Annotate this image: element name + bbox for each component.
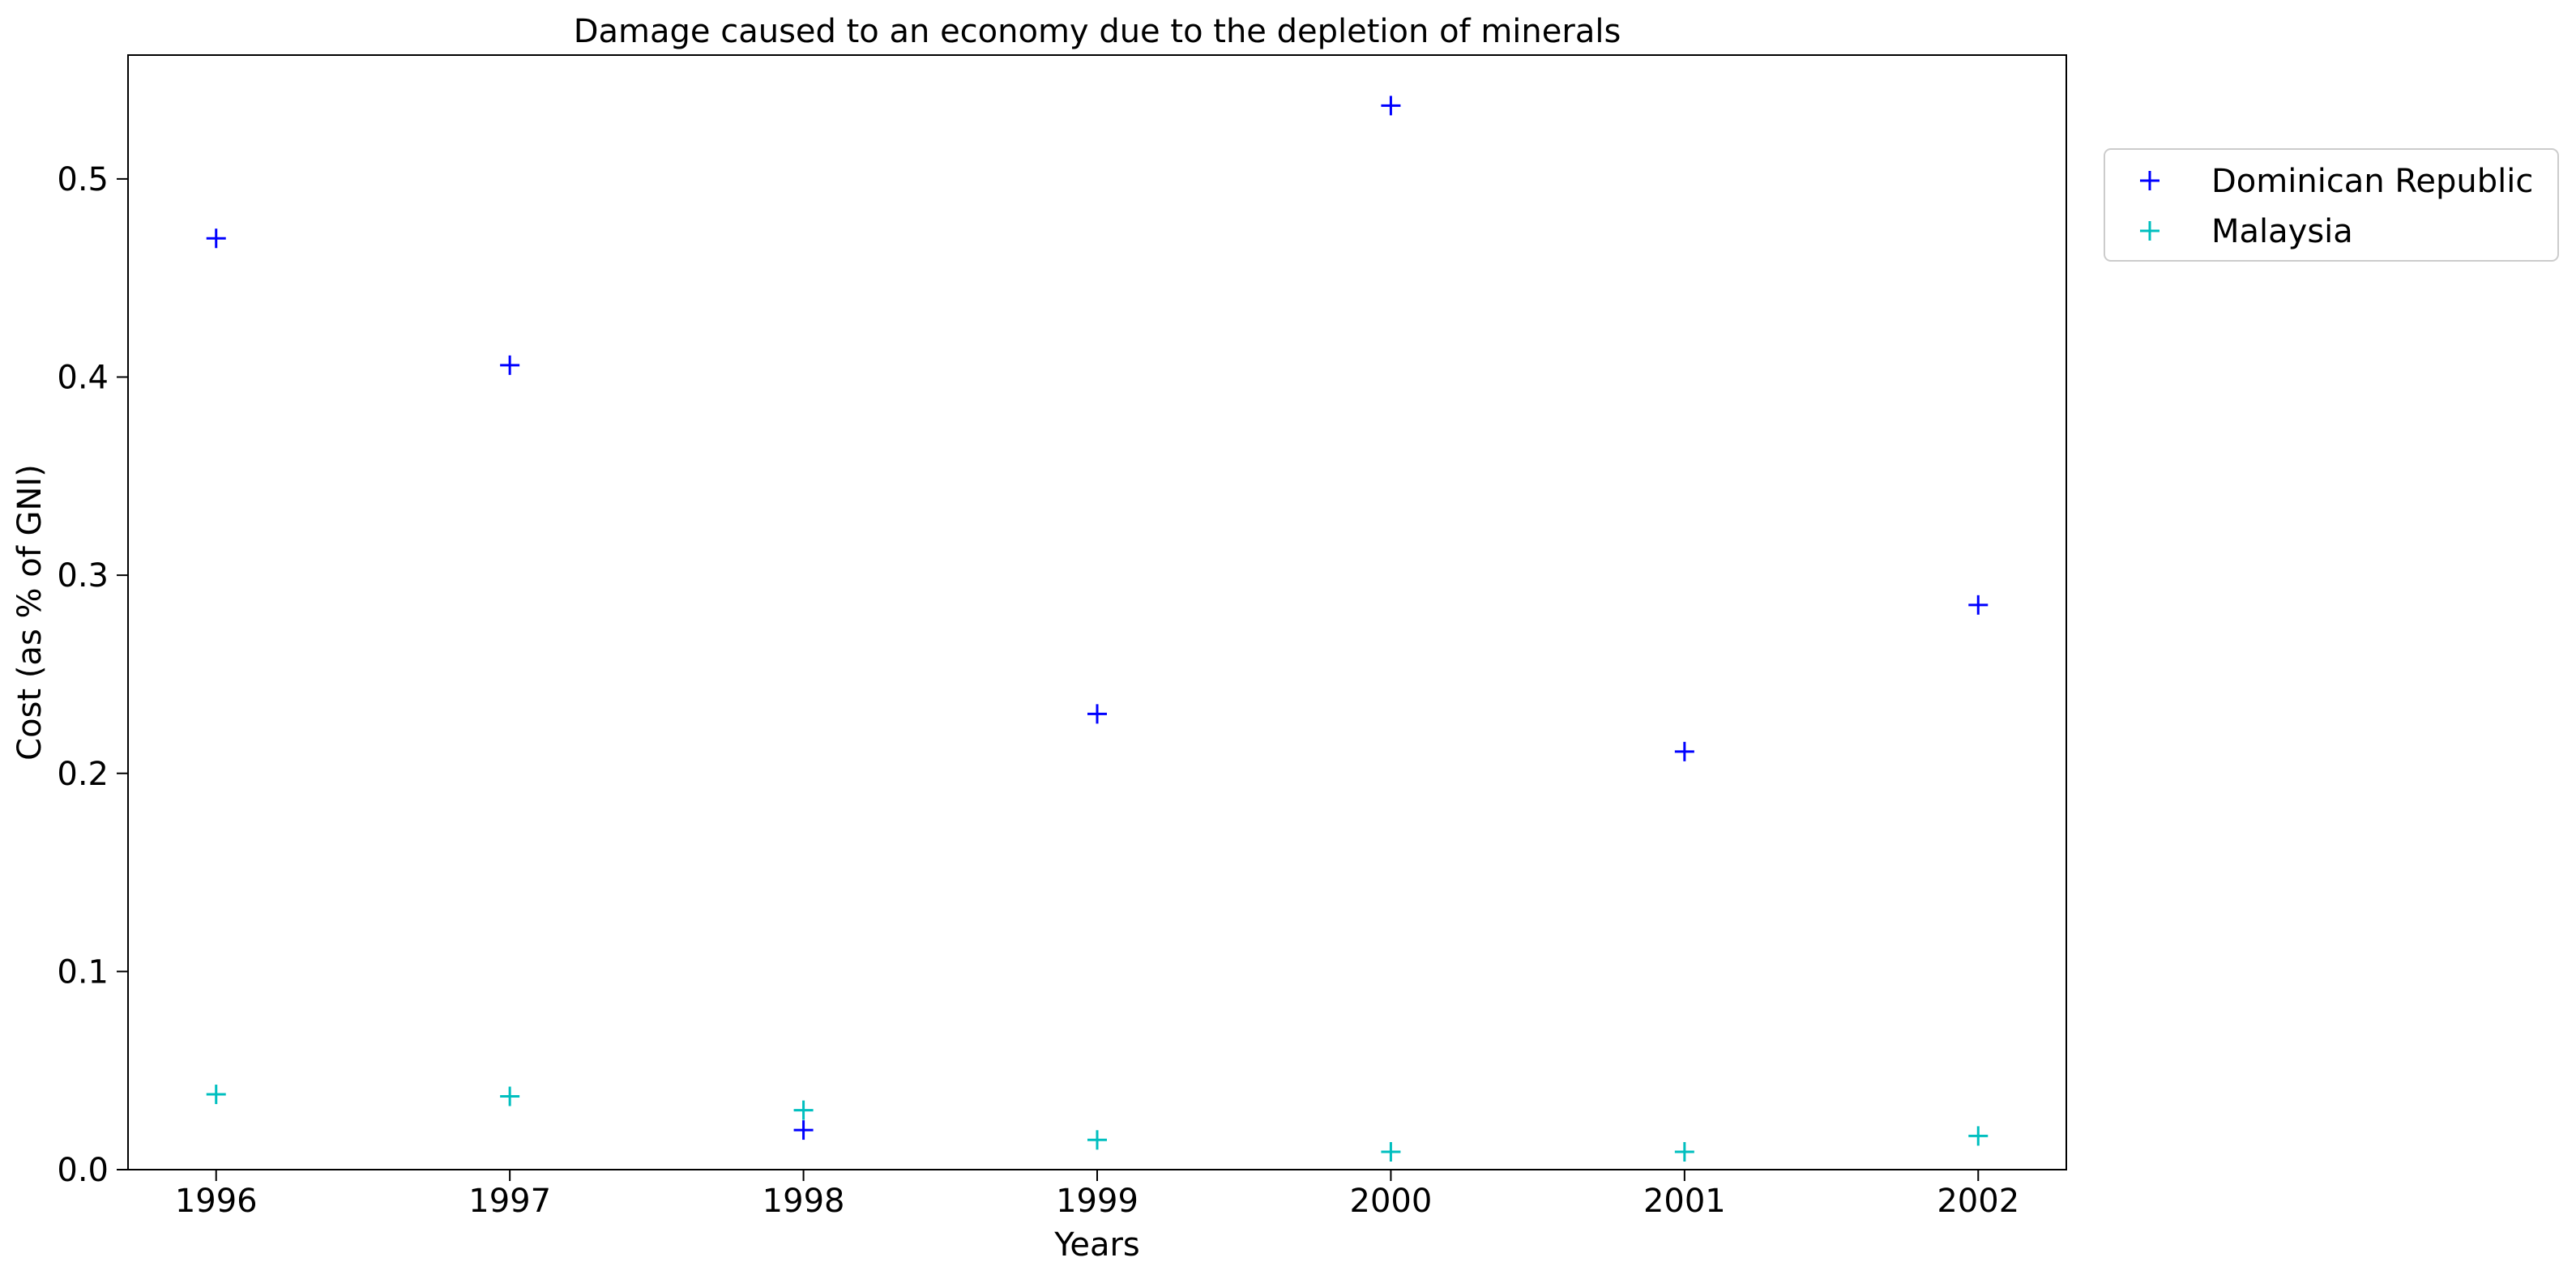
- data-point: [1087, 704, 1107, 724]
- data-point: [1674, 741, 1694, 761]
- data-point: [793, 1100, 814, 1120]
- data-point: [500, 1086, 520, 1106]
- x-tick-label: 2000: [1350, 1183, 1433, 1220]
- data-point: [1674, 1141, 1694, 1162]
- legend-item: Dominican Republic: [2140, 163, 2533, 200]
- y-tick-label: 0.0: [57, 1152, 109, 1189]
- plot-area-frame: [127, 54, 2067, 1170]
- data-point: [1381, 1141, 1401, 1162]
- data-point: [1381, 96, 1401, 116]
- data-point: [1087, 1130, 1107, 1150]
- y-tick-label: 0.2: [57, 756, 109, 793]
- legend: Dominican Republic Malaysia: [2104, 148, 2559, 262]
- x-axis-label: Years: [1053, 1226, 1140, 1264]
- y-tick-label: 0.4: [57, 360, 109, 397]
- chart-title: Damage caused to an economy due to the d…: [574, 13, 1621, 50]
- x-tick-label: 2001: [1643, 1183, 1726, 1220]
- legend-label: Malaysia: [2211, 213, 2353, 250]
- data-point: [206, 1085, 226, 1105]
- y-tick-label: 0.1: [57, 953, 109, 991]
- y-axis-label: Cost (as % of GNI): [11, 464, 49, 761]
- x-tick-label: 1997: [468, 1183, 551, 1220]
- data-point: [206, 228, 226, 249]
- data-points: [206, 96, 1989, 1162]
- data-point: [793, 1120, 814, 1140]
- data-point: [1968, 1126, 1989, 1146]
- y-axis-ticks: 0.0 0.1 0.2 0.3 0.4 0.5: [57, 161, 128, 1189]
- legend-item: Malaysia: [2140, 213, 2353, 250]
- y-tick-label: 0.3: [57, 557, 109, 595]
- x-tick-label: 2002: [1937, 1183, 2019, 1220]
- data-point: [1968, 595, 1989, 615]
- legend-box: [2104, 148, 2559, 262]
- legend-label: Dominican Republic: [2211, 163, 2533, 200]
- x-axis-ticks: 1996 1997 1998 1999 2000 2001 2002: [175, 1170, 2019, 1220]
- y-tick-label: 0.5: [57, 161, 109, 198]
- x-tick-label: 1998: [763, 1183, 845, 1220]
- x-tick-label: 1996: [175, 1183, 258, 1220]
- data-point: [500, 355, 520, 375]
- x-tick-label: 1999: [1056, 1183, 1138, 1220]
